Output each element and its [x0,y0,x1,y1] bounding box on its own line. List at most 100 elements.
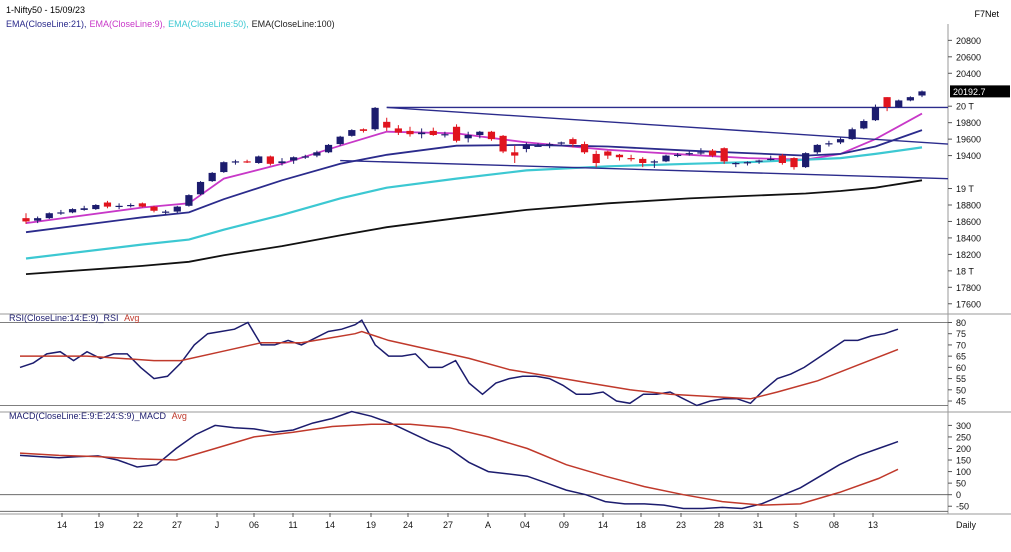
candle-body [196,181,205,195]
legend-ema50: EMA(CloseLine:50), [168,19,249,29]
candle-body [278,161,286,164]
y-tick-label: 18 T [956,266,974,276]
candle-body [604,151,612,156]
x-tick-label: 14 [325,520,335,530]
candle-body [790,158,798,168]
x-tick-label: 06 [249,520,259,530]
candle-body [383,121,391,128]
candle-body [185,195,193,206]
y-tick-label: 20 T [956,102,974,112]
y-tick-label: 20600 [956,52,981,62]
legend-ema100: EMA(CloseLine:100) [251,19,335,29]
ema-line [25,179,923,275]
candle-body [906,97,914,101]
candle-body [138,203,146,207]
candle-body [732,163,740,165]
ema-line [25,146,923,260]
y-tick-label: 17800 [956,283,981,293]
legend-ema21: EMA(CloseLine:21), [6,19,87,29]
x-tick-label: 27 [443,520,453,530]
macd-title-avg: Avg [171,411,187,421]
y-tick-label: 80 [956,318,966,328]
candle-body [313,152,321,156]
indicator-line [19,410,899,510]
candle-body [290,157,298,161]
candle-body [860,121,868,129]
x-tick-label: 19 [94,520,104,530]
candle-body [499,135,507,152]
macd-title-main: MACD(CloseLine:E:9:E:24:S:9)_MACD [9,411,169,421]
candle-body [22,218,30,222]
candle-body [68,209,77,213]
x-tick-label: 19 [366,520,376,530]
candle-body [836,139,845,143]
x-tick-label: J [215,520,220,530]
candle-body [662,155,670,162]
candle-body [220,162,228,173]
indicator-legend: EMA(CloseLine:21), EMA(CloseLine:9), EMA(C… [6,19,338,29]
candle-body [336,136,344,145]
candle-body [720,148,728,162]
y-tick-label: 150 [956,456,971,466]
y-tick-label: -50 [956,502,969,512]
legend-ema9: EMA(CloseLine:9), [89,19,166,29]
candle-body [802,153,810,168]
candle-body [546,144,554,146]
candle-body [685,153,693,155]
x-tick-label: S [793,520,799,530]
candle-body [639,158,647,164]
candle-body [406,130,414,135]
x-tick-label: 04 [520,520,530,530]
chart-title: 1-Nifty50 - 15/09/23 [6,5,86,15]
y-tick-label: 75 [956,329,966,339]
candle-body [115,205,123,208]
candle-body [627,158,635,160]
candle-body [57,212,65,214]
candle-body [778,155,786,164]
candle-body [173,206,181,212]
candle-body [348,130,356,136]
x-tick-label: 23 [676,520,686,530]
last-price-label: 20192.7 [953,87,986,97]
candle-body [255,156,263,164]
candle-body [743,162,752,164]
y-tick-label: 50 [956,479,966,489]
candle-body [522,144,530,150]
candle-body [755,160,763,162]
x-axis: 14 19 22 27 J 06 11 14 19 24 27 A 04 09 14 18 23 28 31 S 08 1… [57,513,977,530]
candle-body [534,145,542,147]
y-tick-label: 17600 [956,299,981,309]
candle-body [615,154,624,158]
rsi-title-avg: Avg [124,313,140,323]
indicator-avg-line [20,330,899,400]
candle-body [301,156,309,158]
x-tick-label: 24 [403,520,413,530]
candle-body [127,204,135,207]
y-tick-label: 18400 [956,233,981,243]
candle-body [441,134,449,136]
candle-body [92,204,100,210]
candle-body [371,107,379,130]
candle-body [359,129,368,131]
y-tick-label: 20800 [956,36,981,46]
y-tick-label: 18800 [956,200,981,210]
rsi-title: RSI(CloseLine:14:E:9)_RSI Avg [9,313,142,323]
candle-body [208,172,216,182]
candle-body [243,161,251,163]
macd-title: MACD(CloseLine:E:9:E:24:S:9)_MACD Avg [9,411,190,421]
candle-body [266,156,274,164]
y-tick-label: 45 [956,397,966,407]
candle-body [918,91,926,96]
y-tick-label: 200 [956,444,971,454]
y-tick-label: 60 [956,363,966,373]
x-tick-label: 13 [868,520,878,530]
candle-body [80,208,88,210]
candle-body [487,131,496,140]
x-tick-label: A [485,520,491,530]
candle-body [580,144,589,153]
x-tick-label: 11 [288,520,297,530]
x-tick-label: 27 [172,520,182,530]
y-tick-label: 19400 [956,151,981,161]
